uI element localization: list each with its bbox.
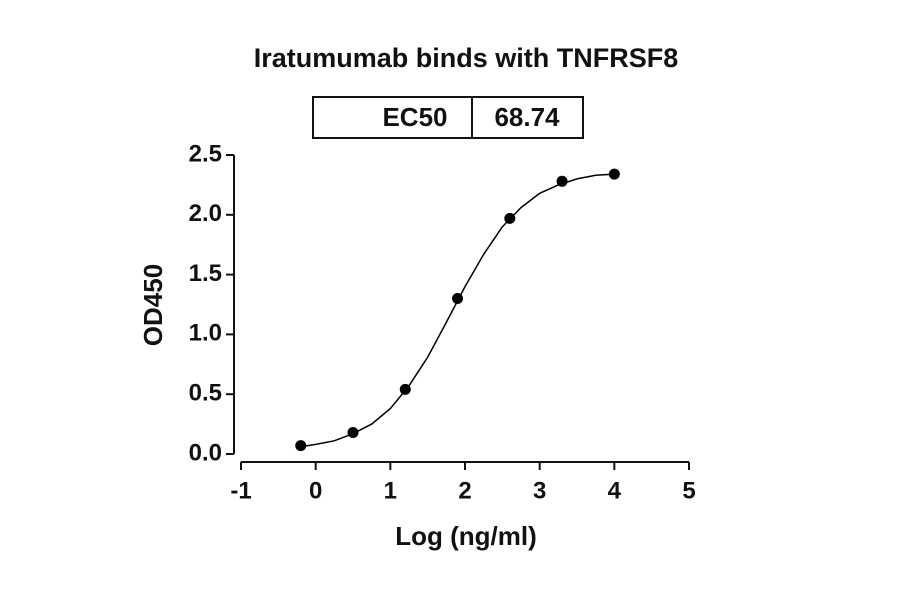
y-tick-label: 0.0 [189, 439, 222, 466]
x-tick-label: 2 [458, 477, 471, 504]
y-tick-label: 2.0 [189, 200, 222, 227]
x-tick-label: 5 [682, 477, 695, 504]
y-tick-label: 0.5 [189, 380, 222, 407]
data-point [556, 175, 568, 187]
data-point [452, 293, 464, 305]
x-axis-label: Log (ng/ml) [395, 521, 537, 551]
annotation-value: 68.74 [494, 102, 560, 132]
y-tick-label: 2.5 [189, 140, 222, 167]
chart-title: Iratumumab binds with TNFRSF8 [254, 43, 679, 73]
y-axis-label: OD450 [138, 264, 168, 346]
x-tick-label: 3 [533, 477, 546, 504]
y-tick-label: 1.0 [189, 320, 222, 347]
data-point [347, 426, 359, 438]
fit-curve [300, 173, 615, 448]
x-tick-label: 4 [608, 477, 622, 504]
x-tick-label: 0 [309, 477, 322, 504]
x-tick-label: -1 [230, 477, 251, 504]
data-point [399, 383, 411, 395]
data-point [504, 212, 516, 224]
x-tick-label: 1 [384, 477, 397, 504]
annotation-box [312, 96, 584, 139]
annotation-label: EC50 [382, 102, 447, 132]
data-point [295, 440, 307, 452]
data-point [608, 168, 620, 180]
y-tick-label: 1.5 [189, 260, 222, 287]
